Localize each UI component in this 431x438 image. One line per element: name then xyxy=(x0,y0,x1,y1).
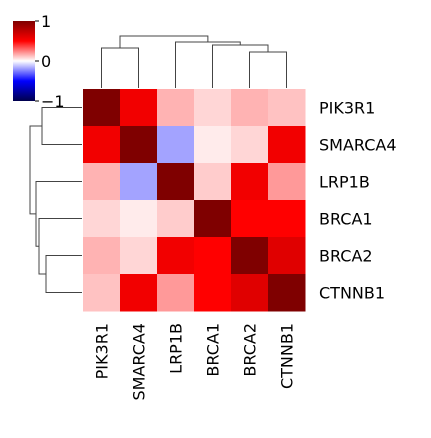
cell-smarca4-brca2 xyxy=(231,126,269,164)
column-dendrogram-link xyxy=(175,41,241,88)
cell-ctnnb1-lrp1b xyxy=(157,274,195,312)
colorbar-gradient xyxy=(13,21,35,101)
row-dendrogram-link xyxy=(41,107,82,145)
cell-pik3r1-brca1 xyxy=(194,89,232,127)
column-dendrogram-link xyxy=(212,44,269,88)
cell-brca1-brca1 xyxy=(194,200,232,238)
column-label-pik3r1: PIK3R1 xyxy=(93,323,112,379)
row-label-pik3r1: PIK3R1 xyxy=(319,99,375,118)
column-label-brca1: BRCA1 xyxy=(204,323,223,377)
cell-lrp1b-brca1 xyxy=(194,163,232,201)
cell-ctnnb1-ctnnb1 xyxy=(268,274,306,312)
cell-brca2-lrp1b xyxy=(157,237,195,275)
cell-brca2-brca1 xyxy=(194,237,232,275)
row-dendrogram-link xyxy=(45,255,82,293)
cell-ctnnb1-brca1 xyxy=(194,274,232,312)
column-dendrogram xyxy=(101,35,287,88)
cell-brca1-smarca4 xyxy=(120,200,158,238)
cell-smarca4-brca1 xyxy=(194,126,232,164)
column-label-ctnnb1: CTNNB1 xyxy=(278,323,297,389)
cell-ctnnb1-pik3r1 xyxy=(83,274,121,312)
cell-pik3r1-brca2 xyxy=(231,89,269,127)
row-labels: PIK3R1 SMARCA4 LRP1B BRCA1 BRCA2 CTNNB1 xyxy=(319,99,397,303)
colorbar-tick-label: 0 xyxy=(41,52,51,71)
column-label-smarca4: SMARCA4 xyxy=(130,323,149,401)
cell-ctnnb1-smarca4 xyxy=(120,274,158,312)
cell-pik3r1-smarca4 xyxy=(120,89,158,127)
row-label-lrp1b: LRP1B xyxy=(319,173,370,192)
row-label-brca2: BRCA2 xyxy=(319,247,373,266)
row-dendrogram xyxy=(29,107,82,293)
cell-smarca4-pik3r1 xyxy=(83,126,121,164)
cell-pik3r1-ctnnb1 xyxy=(268,89,306,127)
column-dendrogram-link xyxy=(119,35,209,48)
cell-brca1-lrp1b xyxy=(157,200,195,238)
cell-brca2-ctnnb1 xyxy=(268,237,306,275)
column-dendrogram-link xyxy=(249,51,287,88)
cell-brca1-ctnnb1 xyxy=(268,200,306,238)
cell-brca2-smarca4 xyxy=(120,237,158,275)
row-dendrogram-link xyxy=(38,218,82,275)
colorbar: −1 0 1 xyxy=(13,12,65,111)
cell-smarca4-lrp1b xyxy=(157,126,195,164)
cell-lrp1b-pik3r1 xyxy=(83,163,121,201)
cell-brca2-brca2 xyxy=(231,237,269,275)
colorbar-tick-label: 1 xyxy=(41,12,51,31)
cell-lrp1b-ctnnb1 xyxy=(268,163,306,201)
row-label-smarca4: SMARCA4 xyxy=(319,136,397,155)
cell-brca1-pik3r1 xyxy=(83,200,121,238)
cell-smarca4-ctnnb1 xyxy=(268,126,306,164)
column-labels: PIK3R1 SMARCA4 LRP1B BRCA1 BRCA2 CTNNB1 xyxy=(93,323,297,401)
row-label-brca1: BRCA1 xyxy=(319,210,373,229)
heatmap-cells xyxy=(83,89,306,312)
column-label-brca2: BRCA2 xyxy=(241,323,260,377)
column-label-lrp1b: LRP1B xyxy=(167,323,186,374)
colorbar-tick-label: −1 xyxy=(41,92,65,111)
cell-smarca4-smarca4 xyxy=(120,126,158,164)
cell-pik3r1-pik3r1 xyxy=(83,89,121,127)
column-dendrogram-link xyxy=(101,47,139,88)
row-label-ctnnb1: CTNNB1 xyxy=(319,284,385,303)
cell-ctnnb1-brca2 xyxy=(231,274,269,312)
cell-lrp1b-lrp1b xyxy=(157,163,195,201)
cell-brca2-pik3r1 xyxy=(83,237,121,275)
row-dendrogram-link xyxy=(35,181,82,247)
row-dendrogram-link xyxy=(29,125,42,215)
cell-brca1-brca2 xyxy=(231,200,269,238)
cell-lrp1b-brca2 xyxy=(231,163,269,201)
cell-lrp1b-smarca4 xyxy=(120,163,158,201)
cell-pik3r1-lrp1b xyxy=(157,89,195,127)
